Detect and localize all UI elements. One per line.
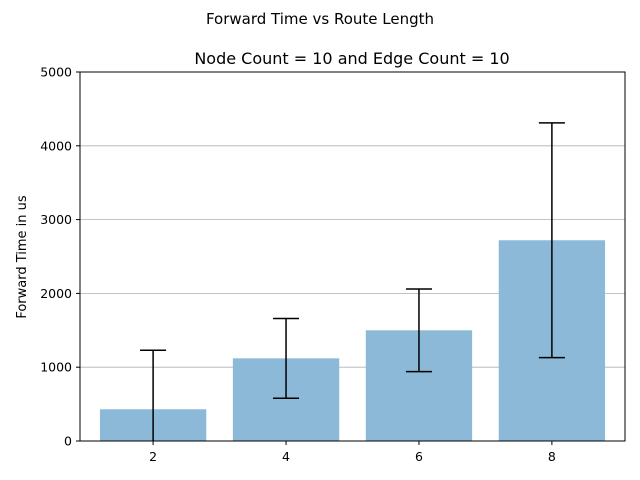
y-axis-label: Forward Time in us [15, 195, 30, 319]
y-tick-label: 0 [64, 434, 72, 449]
bars [99, 240, 606, 441]
error-bar [273, 317, 300, 399]
error-bars [140, 122, 565, 441]
error-bar [405, 288, 432, 373]
x-tick-label: 4 [282, 449, 290, 464]
y-tick-label: 3000 [40, 212, 72, 227]
y-tick-label: 4000 [40, 138, 72, 153]
chart-title: Node Count = 10 and Edge Count = 10 [194, 49, 509, 68]
x-tick-label: 6 [415, 449, 423, 464]
error-bar [140, 349, 167, 441]
plot-frame [79, 71, 626, 442]
error-bar [538, 122, 565, 359]
y-tick-label: 5000 [40, 65, 72, 80]
y-tick-label: 2000 [40, 286, 72, 301]
figure-title: Forward Time vs Route Length [206, 10, 434, 28]
axes: 0 1000 2000 3000 4000 5000 2 4 6 8 [40, 65, 556, 465]
y-tick-label: 1000 [40, 360, 72, 375]
x-tick-label: 2 [149, 449, 157, 464]
x-tick-label: 8 [548, 449, 556, 464]
